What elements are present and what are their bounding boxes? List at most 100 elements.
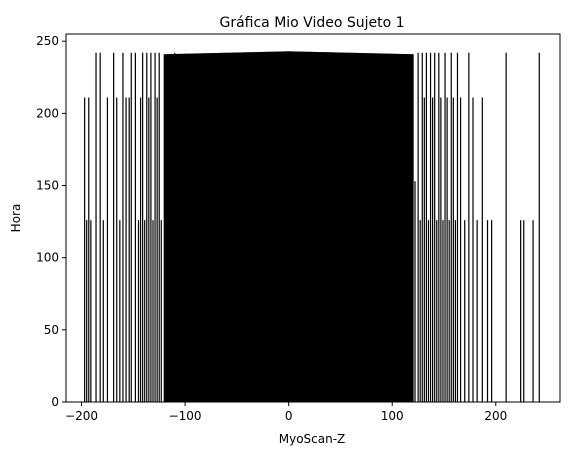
bar-26 <box>158 52 160 402</box>
bar-dense-195 <box>365 53 368 403</box>
bar-dense-187 <box>357 52 359 403</box>
bar-dense-16 <box>180 53 182 402</box>
bar-dense-238 <box>410 54 412 402</box>
bar-10 <box>119 220 121 402</box>
bar-dense-46 <box>211 53 213 402</box>
bar-dense-4 <box>167 54 170 403</box>
bar-dense-0 <box>163 54 166 402</box>
bar-dense-152 <box>321 52 323 403</box>
bar-32 <box>414 181 416 402</box>
bar-dense-128 <box>296 51 298 402</box>
bar-dense-86 <box>252 52 255 402</box>
bar-19 <box>144 220 146 402</box>
bar-dense-31 <box>195 53 198 403</box>
bar-dense-165 <box>334 52 336 403</box>
bar-dense-32 <box>196 53 199 403</box>
bar-dense-40 <box>205 53 207 403</box>
bar-dense-179 <box>349 52 351 403</box>
bar-dense-126 <box>294 51 296 403</box>
bar-30 <box>174 52 176 402</box>
bar-dense-183 <box>353 52 355 402</box>
bar-dense-100 <box>267 51 269 403</box>
bar-dense-125 <box>293 51 295 402</box>
bar-dense-163 <box>332 52 334 402</box>
bar-dense-110 <box>277 51 280 403</box>
y-axis: 0 50 100 150 200 250 <box>36 34 66 409</box>
bar-28 <box>165 220 168 402</box>
bar-dense-60 <box>225 52 228 402</box>
bar-11 <box>122 52 124 402</box>
bar-dense-216 <box>387 53 389 402</box>
bar-dense-175 <box>344 52 347 402</box>
bar-dense-174 <box>343 52 346 403</box>
bar-dense-104 <box>271 51 273 402</box>
y-tick-label: 0 <box>51 395 59 409</box>
bar-dense-45 <box>210 53 212 403</box>
bar-dense-105 <box>272 51 274 403</box>
bar-dense-20 <box>184 53 186 402</box>
bar-dense-171 <box>340 52 343 402</box>
bar-dense-133 <box>301 51 303 402</box>
bar-dense-59 <box>224 52 227 402</box>
x-tick-label: −200 <box>65 409 98 423</box>
bar-dense-182 <box>352 52 354 403</box>
bar-dense-9 <box>172 53 175 403</box>
bar-49 <box>450 52 452 402</box>
bar-dense-139 <box>307 51 310 403</box>
bar-dense-64 <box>229 52 232 402</box>
chart-title: Gráfica Mio Video Sujeto 1 <box>219 15 404 31</box>
bar-dense-177 <box>346 52 349 402</box>
bar-dense-148 <box>316 51 319 403</box>
bar-dense-42 <box>207 53 209 402</box>
bar-dense-57 <box>222 52 225 402</box>
bar-dense-36 <box>200 53 203 403</box>
bar-dense-68 <box>234 52 236 402</box>
bar-dense-158 <box>327 52 329 402</box>
bar-29 <box>170 220 172 402</box>
bar-13 <box>128 97 130 402</box>
bar-dense-106 <box>273 51 275 403</box>
bar-dense-82 <box>248 52 251 402</box>
bar-dense-74 <box>240 52 242 403</box>
bar-59 <box>486 220 489 402</box>
bar-dense-194 <box>364 53 367 402</box>
bar-dense-55 <box>220 52 223 402</box>
bar-dense-208 <box>379 53 381 403</box>
bar-46 <box>444 52 446 402</box>
bar-dense-224 <box>395 53 398 402</box>
bar-dense-239 <box>411 54 413 403</box>
bar-34 <box>419 220 421 402</box>
bar-56 <box>472 97 474 402</box>
y-tick-label: 100 <box>36 251 59 265</box>
bar-dense-162 <box>331 52 333 402</box>
bar-dense-28 <box>192 53 195 402</box>
bar-dense-24 <box>188 53 190 402</box>
bar-dense-144 <box>312 51 315 402</box>
bar-dense-49 <box>214 53 216 402</box>
bar-dense-210 <box>381 53 383 402</box>
bar-dense-222 <box>393 53 396 403</box>
bar-dense-95 <box>262 51 264 403</box>
bar-dense-51 <box>216 52 218 402</box>
bar-dense-209 <box>380 53 382 403</box>
bar-dense-218 <box>389 53 391 403</box>
bar-dense-79 <box>245 52 247 403</box>
bar-dense-143 <box>311 51 314 403</box>
bar-7 <box>106 97 109 402</box>
bar-dense-76 <box>242 52 244 402</box>
bar-dense-85 <box>251 52 254 402</box>
bar-dense-233 <box>404 54 407 402</box>
bar-15 <box>134 52 136 402</box>
bar-dense-157 <box>326 52 328 403</box>
bar-60 <box>491 220 493 402</box>
bar-dense-129 <box>297 51 299 402</box>
bar-dense-37 <box>201 53 204 403</box>
bar-dense-191 <box>361 53 363 402</box>
bar-dense-120 <box>287 51 290 402</box>
bar-dense-199 <box>369 53 372 402</box>
bar-dense-30 <box>194 53 197 402</box>
bar-39 <box>429 52 432 402</box>
bar-0 <box>84 97 86 402</box>
bar-dense-240 <box>412 54 414 402</box>
bar-dense-236 <box>408 54 410 403</box>
